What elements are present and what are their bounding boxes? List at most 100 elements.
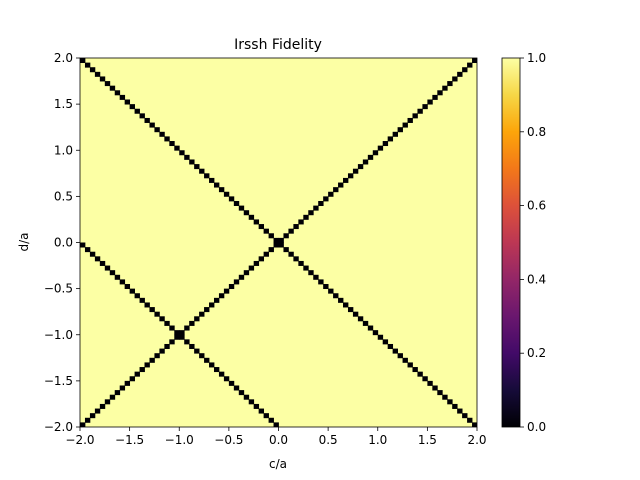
heatmap-cell [308, 270, 314, 276]
heatmap-cell [318, 279, 324, 285]
colorbar-tick-label: 0.8 [527, 125, 546, 139]
colorbar-tick-label: 0.0 [527, 420, 546, 434]
heatmap-cell [387, 343, 394, 349]
heatmap-cell [169, 325, 175, 331]
heatmap-cell [467, 417, 473, 423]
heatmap-cell [243, 394, 250, 400]
heatmap-cell [417, 371, 423, 377]
heatmap-cell [204, 357, 210, 363]
heatmap-cell [129, 288, 135, 294]
heatmap-cell [218, 371, 225, 377]
heatmap-cell [462, 413, 468, 419]
heatmap-cell [184, 339, 190, 345]
heatmap-cell [278, 237, 284, 243]
heatmap-cell [218, 187, 225, 193]
heatmap-cell [352, 168, 359, 174]
heatmap-cell [318, 200, 324, 206]
heatmap-cell [382, 141, 389, 147]
heatmap-cell [432, 385, 438, 391]
heatmap-cell [154, 311, 160, 317]
heatmap-cell [94, 408, 101, 414]
heatmap-cell [472, 58, 477, 64]
heatmap-cell [184, 154, 190, 160]
heatmap-cell [80, 422, 86, 427]
heatmap-cell [233, 279, 240, 285]
heatmap-cell [179, 330, 185, 336]
heatmap-cell [189, 159, 195, 165]
heatmap-cell [352, 311, 359, 317]
colorbar-tick-label: 1.0 [527, 51, 546, 65]
x-tick-label: −0.5 [214, 433, 243, 447]
heatmap-cell [263, 251, 269, 257]
chart-title: Irssh Fidelity [234, 37, 322, 53]
heatmap-cell [377, 334, 384, 340]
heatmap-cell [149, 357, 155, 363]
heatmap-cell [268, 417, 274, 423]
heatmap-cell [238, 390, 245, 396]
heatmap-cell [392, 348, 398, 354]
heatmap-cell [199, 168, 205, 174]
heatmap-cell [139, 113, 145, 119]
heatmap-cell [467, 62, 473, 68]
heatmap-cell [338, 297, 344, 303]
heatmap-cell [313, 205, 319, 211]
heatmap-cell [159, 348, 165, 354]
heatmap-cell [204, 307, 210, 313]
heatmap-cell [402, 122, 408, 128]
heatmap-cell [194, 316, 200, 322]
heatmap-cell [427, 380, 433, 386]
heatmap-cell [273, 422, 279, 427]
colorbar-tick-label: 0.6 [527, 199, 546, 213]
heatmap-cell [164, 136, 170, 142]
heatmap-cell [154, 127, 160, 133]
heatmap-cell [114, 90, 121, 96]
heatmap-cell [412, 113, 418, 119]
x-tick-label: −2.0 [65, 433, 94, 447]
heatmap-cell [392, 131, 398, 137]
heatmap-cell [343, 177, 349, 183]
y-axis: 2.0 1.5 1.0 0.5 0.0 −0.5 −1.0 −1.5 −2.0 [44, 51, 80, 434]
heatmap-cell [377, 145, 384, 151]
heatmap-cell [223, 191, 230, 197]
heatmap-cell [347, 307, 354, 313]
y-tick-label: −1.0 [44, 328, 73, 342]
heatmap-cell [328, 191, 334, 197]
heatmap-cell [218, 293, 225, 299]
heatmap-cell [213, 182, 220, 188]
heatmap-cell [209, 302, 215, 308]
heatmap-cell [154, 353, 160, 359]
heatmap-cell [422, 104, 428, 110]
heatmap-cell [228, 284, 235, 290]
heatmap-cell [397, 353, 403, 359]
heatmap-cell [298, 219, 304, 225]
heatmap-cell [328, 288, 334, 294]
heatmap-cell [109, 394, 116, 400]
heatmap-cell [442, 394, 448, 400]
heatmap-cell [169, 141, 175, 147]
heatmap-cell [189, 320, 195, 326]
y-tick-label: −0.5 [44, 282, 73, 296]
heatmap-cell [437, 390, 443, 396]
heatmap-cell [268, 233, 274, 239]
heatmap-cell [263, 413, 269, 419]
heatmap-cell [402, 357, 408, 363]
x-tick-label: −1.5 [115, 433, 144, 447]
heatmap-cell [253, 260, 260, 266]
heatmap-cell [159, 131, 165, 137]
heatmap-cell [238, 205, 245, 211]
heatmap-cell [104, 265, 111, 271]
heatmap-cell [303, 265, 309, 271]
heatmap-cell [89, 251, 96, 257]
heatmap-cell [248, 214, 255, 220]
heatmap-cell [407, 362, 413, 368]
colorbar-gradient [501, 57, 521, 428]
heatmap-cell [258, 224, 265, 230]
heatmap-cell [114, 274, 121, 280]
heatmap-cell [273, 237, 279, 243]
colorbar-tick-label: 0.2 [527, 346, 546, 360]
heatmap-cell [462, 67, 468, 73]
heatmap-cell [129, 376, 135, 382]
heatmap-cell [283, 233, 289, 239]
x-tick-label: 2.0 [467, 433, 486, 447]
heatmap-cell [134, 108, 140, 114]
